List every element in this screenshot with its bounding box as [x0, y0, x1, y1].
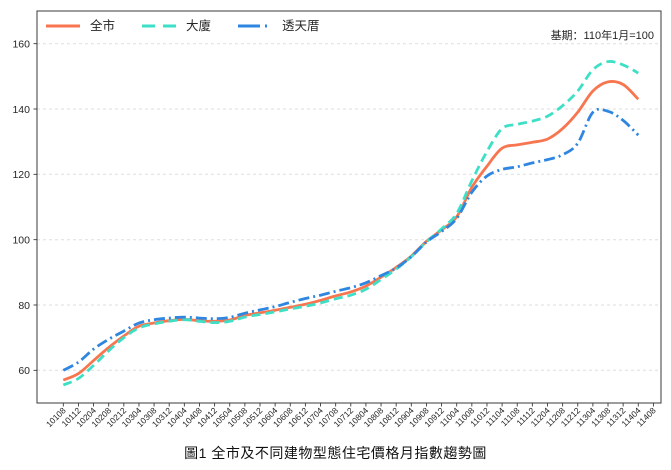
trend-line-chart: 6080100120140160101081011210204102081021…: [12, 10, 662, 429]
legend-item-building: 大廈: [141, 20, 211, 33]
plot-border: [36, 10, 662, 404]
base-period-note: 基期：110年1月=100: [550, 30, 654, 42]
legend: 全市 大廈 透天厝: [45, 20, 320, 33]
legend-swatch-dashdot-icon: [238, 24, 273, 28]
series-line-透天厝: [62, 107, 640, 372]
legend-swatch-solid-icon: [46, 24, 80, 28]
legend-label-townhouse: 透天厝: [282, 19, 320, 33]
y-tick-label: 140: [12, 104, 30, 116]
y-tick-label: 120: [12, 169, 30, 181]
y-tick-label: 80: [18, 300, 30, 312]
legend-swatch-dashed-icon: [142, 24, 177, 28]
legend-label-citywide: 全市: [90, 19, 116, 33]
chart-caption: 圖1 全市及不同建物型態住宅價格月指數趨勢圖: [184, 445, 487, 461]
y-tick-label: 160: [12, 39, 30, 51]
legend-item-townhouse: 透天厝: [237, 20, 320, 33]
y-tick-label: 60: [18, 365, 30, 377]
series-line-大廈: [62, 60, 639, 387]
series-line-全市: [62, 80, 640, 382]
legend-item-citywide: 全市: [45, 20, 115, 33]
legend-label-building: 大廈: [186, 19, 212, 33]
y-tick-label: 100: [12, 235, 30, 247]
